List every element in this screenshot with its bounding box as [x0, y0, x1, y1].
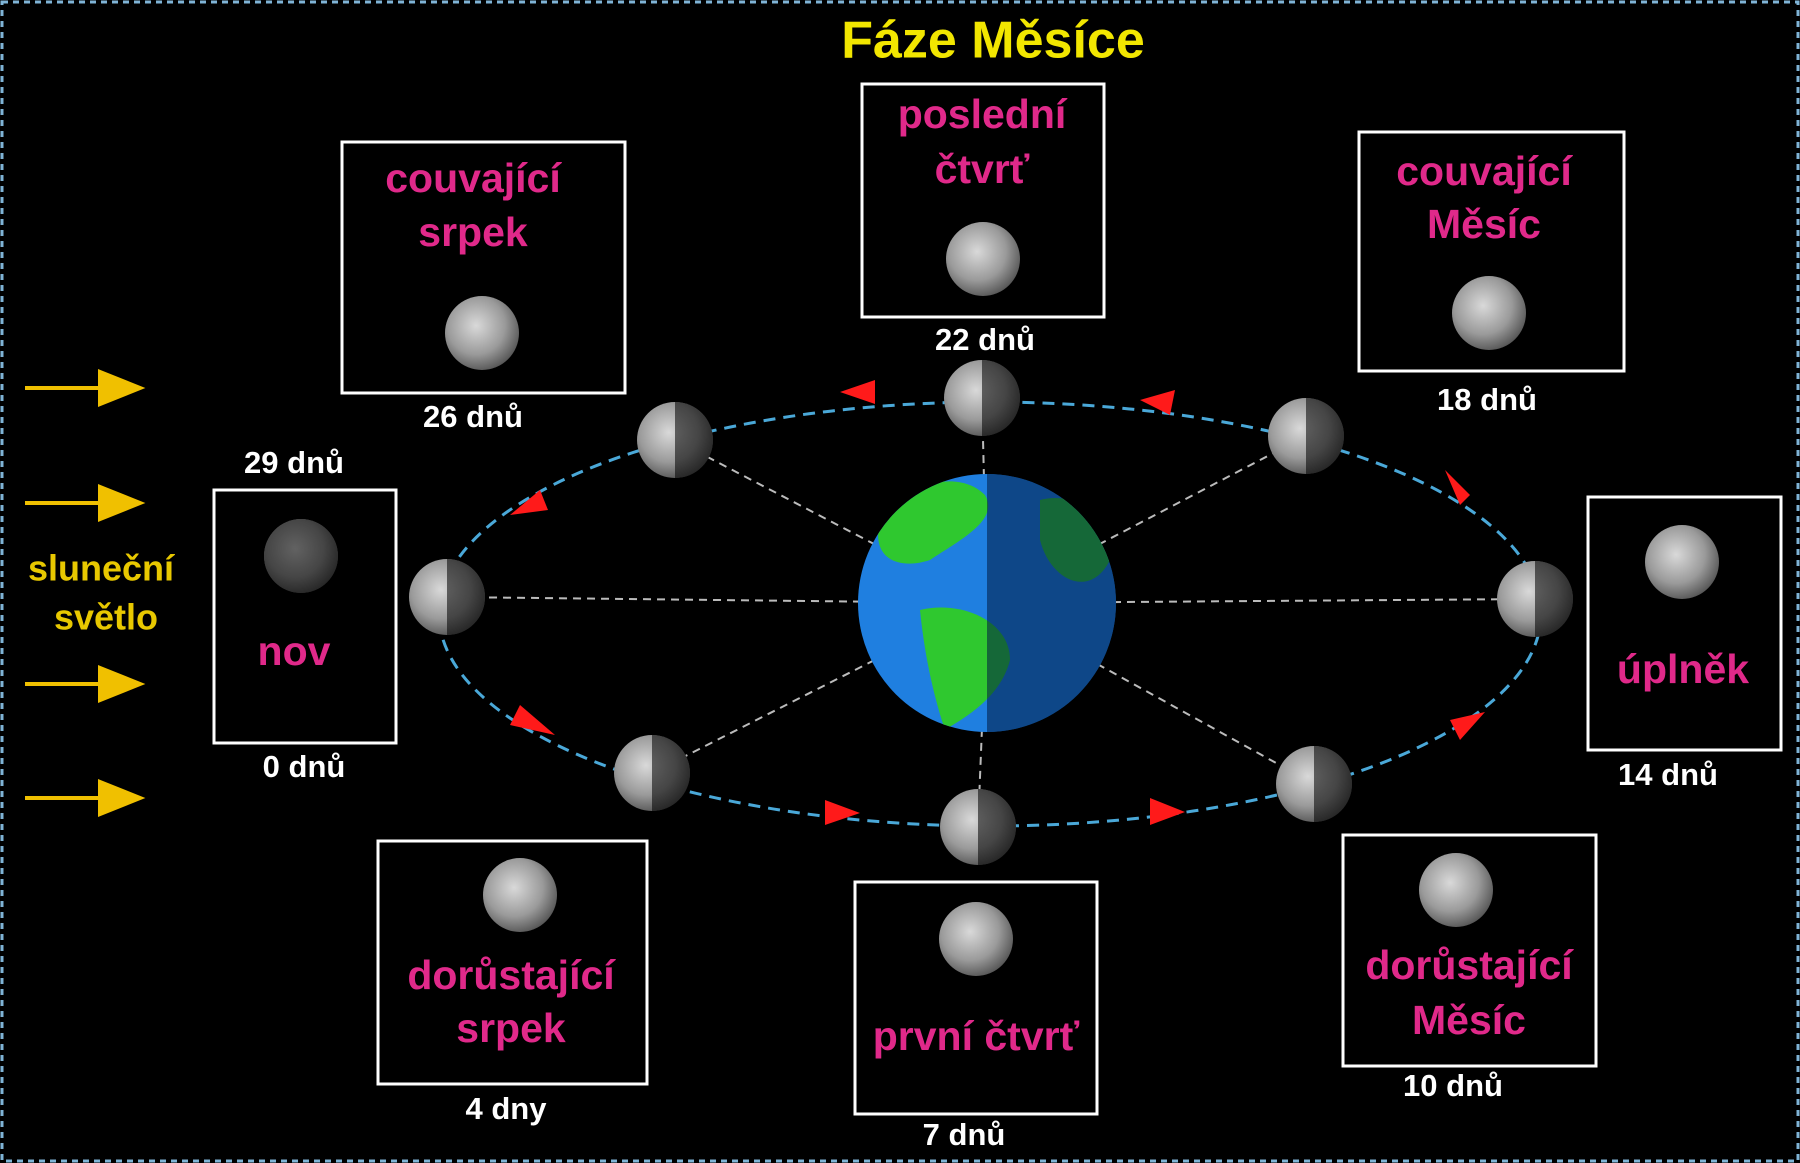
phase-label: srpek [456, 1005, 566, 1051]
phase: dorůstající Měsíc 10 dnů [1276, 746, 1596, 1103]
moon [946, 222, 1020, 296]
moon [944, 360, 1020, 436]
phase: couvající Měsíc 18 dnů [1268, 132, 1624, 474]
phase-days: 0 dnů [263, 749, 346, 784]
phase-label: Měsíc [1427, 201, 1541, 247]
moon [1268, 398, 1344, 474]
sunlight-label: světlo [54, 597, 158, 638]
moon [614, 735, 690, 811]
moon-shadow [1314, 746, 1352, 822]
moon-shadow [652, 735, 690, 811]
phase-label: úplněk [1617, 646, 1749, 692]
moon-shadow [1306, 398, 1344, 474]
moon-disc [946, 222, 1020, 296]
moon [409, 559, 485, 635]
moon-disc [483, 858, 557, 932]
phase-label: nov [258, 628, 331, 674]
phase-label: poslední [898, 91, 1068, 137]
phase-days: 18 dnů [1437, 382, 1537, 417]
moon-disc [1452, 276, 1526, 350]
phase: dorůstající srpek 4 dny [378, 735, 690, 1126]
phase: úplněk 14 dnů [1497, 497, 1781, 792]
phase-label: srpek [418, 209, 528, 255]
phase-days: 4 dny [466, 1091, 548, 1126]
moon [264, 519, 338, 593]
moon-disc [445, 296, 519, 370]
moon-shadow [1535, 561, 1573, 637]
phase-label: dorůstající [1365, 942, 1574, 988]
moon [1419, 853, 1493, 927]
title: Fáze Měsíce [841, 12, 1145, 70]
phase-label: dorůstající [407, 952, 616, 998]
moon [445, 296, 519, 370]
moon [1645, 525, 1719, 599]
moon [940, 789, 1016, 865]
earth [858, 470, 1122, 740]
phase: couvající srpek 26 dnů [342, 142, 713, 478]
moon-shadow [978, 789, 1016, 865]
moon-shadow [264, 519, 338, 593]
phase-label: couvající [385, 155, 562, 201]
moon-shadow [447, 559, 485, 635]
phase: první čtvrť 7 dnů [855, 789, 1097, 1152]
phase-label: první čtvrť [873, 1013, 1080, 1059]
moon-disc [939, 902, 1013, 976]
page: Fáze Měsíce sluneční světlo nov 29 dnů 0 d… [0, 0, 1800, 1163]
moon [483, 858, 557, 932]
moon [1276, 746, 1352, 822]
moon-shadow [982, 360, 1020, 436]
diagram: Fáze Měsíce sluneční světlo nov 29 dnů 0 d… [0, 0, 1800, 1163]
moon-shadow [675, 402, 713, 478]
phase-label: čtvrť [935, 146, 1030, 192]
moon [939, 902, 1013, 976]
phase-label: Měsíc [1412, 997, 1526, 1043]
moon-disc [1645, 525, 1719, 599]
moon [1497, 561, 1573, 637]
phase-days: 14 dnů [1618, 757, 1718, 792]
phase-label: couvající [1396, 148, 1573, 194]
moon [637, 402, 713, 478]
sun-arrows [25, 372, 140, 814]
sunlight-label: sluneční [28, 548, 175, 589]
phase-days: 10 dnů [1403, 1068, 1503, 1103]
phase-days: 26 dnů [423, 399, 523, 434]
phase-days: 22 dnů [935, 322, 1035, 357]
phase-days: 7 dnů [923, 1117, 1006, 1152]
moon-disc [1419, 853, 1493, 927]
phase: nov 29 dnů 0 dnů [214, 445, 485, 784]
moon [1452, 276, 1526, 350]
phase: poslední čtvrť 22 dnů [862, 84, 1104, 436]
phase-days: 29 dnů [244, 445, 344, 480]
